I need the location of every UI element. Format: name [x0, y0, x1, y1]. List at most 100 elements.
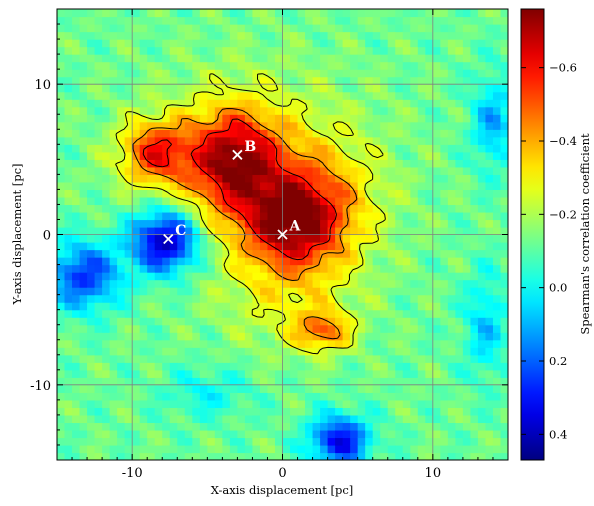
- heatmap-cell: [470, 219, 479, 228]
- heatmap-cell: [102, 309, 111, 318]
- heatmap-cell: [154, 377, 163, 386]
- heatmap-cell: [335, 302, 344, 311]
- heatmap-cell: [477, 46, 487, 55]
- heatmap-cell: [440, 429, 449, 439]
- heatmap-cell: [169, 99, 178, 108]
- heatmap-cell: [350, 136, 359, 145]
- heatmap-cell: [305, 106, 314, 115]
- heatmap-cell: [477, 324, 487, 333]
- heatmap-cell: [64, 324, 73, 333]
- heatmap-cell: [477, 61, 487, 70]
- heatmap-cell: [267, 84, 276, 93]
- heatmap-cell: [207, 384, 216, 393]
- heatmap-cell: [395, 226, 404, 236]
- heatmap-cell: [147, 354, 156, 363]
- heatmap-cell: [237, 181, 246, 190]
- heatmap-cell: [192, 136, 201, 145]
- heatmap-cell: [57, 189, 66, 198]
- heatmap-cell: [132, 129, 141, 138]
- heatmap-cell: [282, 99, 291, 108]
- heatmap-cell: [274, 414, 284, 424]
- heatmap-cell: [410, 226, 419, 236]
- heatmap-cell: [342, 129, 351, 138]
- heatmap-cell: [237, 429, 246, 439]
- heatmap-cell: [470, 384, 479, 393]
- heatmap-cell: [237, 121, 246, 130]
- heatmap-cell: [350, 294, 359, 303]
- heatmap-cell: [117, 166, 126, 175]
- heatmap-cell: [229, 377, 238, 386]
- heatmap-cell: [342, 234, 351, 243]
- heatmap-cell: [327, 309, 336, 318]
- heatmap-cell: [290, 114, 299, 123]
- marker-b: B: [232, 139, 256, 160]
- heatmap-cell: [274, 31, 284, 40]
- heatmap-cell: [395, 54, 404, 63]
- heatmap-cell: [222, 347, 231, 356]
- heatmap-cell: [485, 181, 494, 190]
- heatmap-cell: [440, 339, 449, 348]
- heatmap-cell: [282, 106, 291, 115]
- heatmap-cell: [500, 136, 508, 145]
- heatmap-cell: [290, 354, 299, 363]
- heatmap-cell: [432, 91, 441, 100]
- heatmap-cell: [305, 437, 314, 446]
- heatmap-cell: [342, 226, 351, 236]
- heatmap-cell: [162, 121, 171, 130]
- heatmap-cell: [320, 189, 329, 198]
- heatmap-cell: [169, 76, 178, 85]
- heatmap-cell: [425, 211, 434, 221]
- heatmap-cell: [342, 144, 351, 153]
- heatmap-cell: [462, 392, 472, 401]
- heatmap-cell: [162, 54, 171, 63]
- heatmap-cell: [184, 302, 193, 311]
- heatmap-cell: [335, 159, 344, 168]
- heatmap-cell: [462, 429, 472, 439]
- heatmap-cell: [462, 302, 472, 311]
- heatmap-cell: [192, 234, 201, 243]
- heatmap-cell: [192, 219, 201, 228]
- heatmap-cell: [440, 452, 449, 460]
- heatmap-cell: [64, 144, 73, 153]
- heatmap-cell: [485, 362, 494, 371]
- heatmap-cell: [432, 129, 441, 138]
- heatmap-cell: [297, 84, 306, 93]
- heatmap-cell: [154, 234, 163, 243]
- heatmap-cell: [169, 392, 178, 401]
- heatmap-cell: [282, 242, 291, 251]
- heatmap-cell: [372, 384, 381, 393]
- heatmap-cell: [199, 294, 208, 303]
- heatmap-cell: [410, 302, 419, 311]
- heatmap-cell: [57, 174, 66, 183]
- heatmap-cell: [387, 121, 396, 130]
- heatmap-cell: [402, 61, 411, 70]
- heatmap-cell: [500, 422, 508, 431]
- heatmap-cell: [57, 324, 66, 333]
- heatmap-cell: [222, 106, 231, 115]
- heatmap-cell: [372, 204, 381, 213]
- heatmap-cell: [147, 76, 156, 85]
- heatmap-cell: [387, 272, 396, 281]
- heatmap-cell: [252, 444, 261, 454]
- heatmap-cell: [162, 181, 171, 190]
- heatmap-cell: [462, 354, 472, 363]
- colorbar-tick-label: −0.2: [549, 207, 577, 221]
- heatmap-cell: [267, 422, 276, 431]
- heatmap-cell: [259, 279, 269, 288]
- heatmap-cell: [259, 369, 269, 378]
- heatmap-cell: [177, 106, 186, 115]
- heatmap-cell: [147, 392, 156, 401]
- heatmap-cell: [154, 354, 163, 363]
- heatmap-cell: [335, 219, 344, 228]
- heatmap-cell: [177, 339, 186, 348]
- heatmap-cell: [214, 392, 223, 401]
- heatmap-cell: [222, 166, 231, 175]
- heatmap-cell: [357, 151, 366, 160]
- heatmap-cell: [109, 287, 118, 296]
- heatmap-cell: [500, 211, 508, 221]
- heatmap-cell: [290, 317, 299, 326]
- heatmap-cell: [387, 399, 396, 408]
- heatmap-cell: [162, 31, 171, 40]
- heatmap-cell: [485, 429, 494, 439]
- heatmap-cell: [447, 54, 456, 63]
